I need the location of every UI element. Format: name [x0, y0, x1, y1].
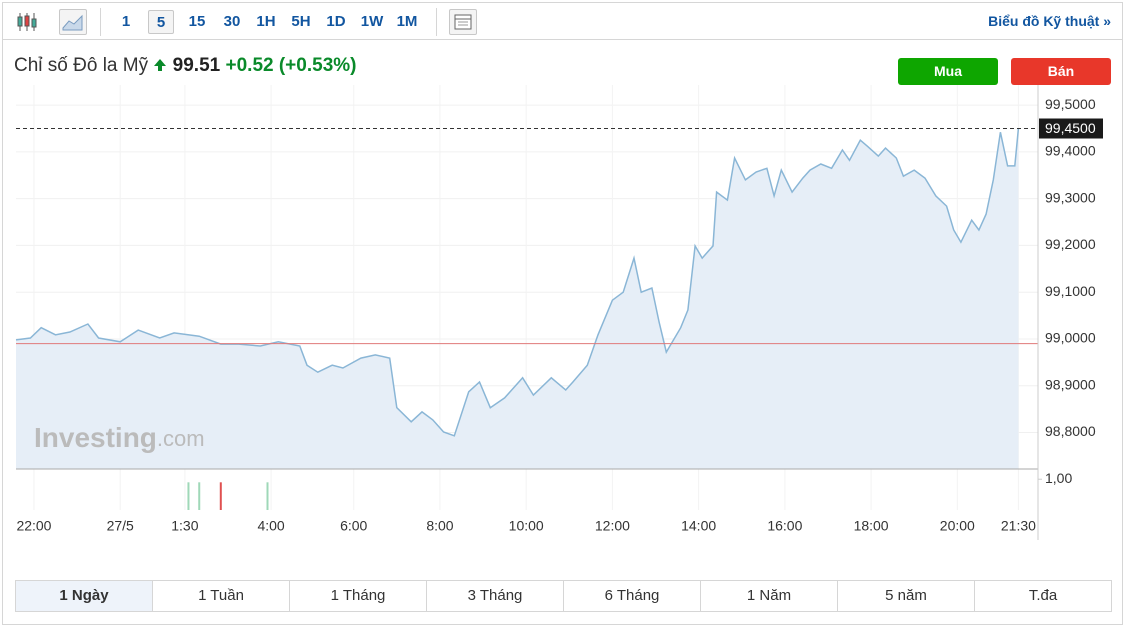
x-tick-label: 10:00: [509, 518, 544, 534]
watermark-brand: Investing: [34, 422, 157, 453]
volume-bar: [219, 482, 222, 510]
interval-button[interactable]: 5H: [291, 13, 311, 30]
watermark: Investing.com: [34, 422, 205, 453]
volume-bar: [198, 482, 201, 510]
x-tick-label: 27/5: [107, 518, 134, 534]
price: 99.51: [172, 55, 221, 76]
interval-button[interactable]: 15: [188, 13, 206, 30]
up-arrow: [154, 59, 167, 71]
interval-button[interactable]: 1W: [360, 13, 384, 30]
y-tick-label: 99,0000: [1045, 330, 1096, 346]
x-tick-label: 8:00: [426, 518, 453, 534]
interval-button[interactable]: 1M: [396, 13, 418, 30]
volume-bar: [266, 482, 269, 510]
range-tab[interactable]: 3 Tháng: [427, 581, 564, 611]
buy-button[interactable]: Mua: [898, 58, 998, 85]
x-tick-label: 6:00: [340, 518, 367, 534]
instrument-header: Chỉ số Đô la Mỹ 99.51 +0.52 (+0.53%): [14, 55, 356, 77]
area-icon[interactable]: [59, 9, 87, 35]
x-tick-label: 18:00: [854, 518, 889, 534]
range-tabs: 1 Ngày 1 Tuần 1 Tháng 3 Tháng 6 Tháng 1 Năm 5 …: [15, 580, 1112, 612]
interval-button[interactable]: 1: [121, 13, 131, 30]
range-tab[interactable]: T.đa: [1028, 587, 1058, 604]
chart: Investing.com 99,5000 99,4000 99,3000 99,20…: [15, 85, 1103, 540]
instrument-name: Chỉ số Đô la Mỹ: [14, 55, 149, 76]
last-price-box: [1039, 118, 1103, 139]
x-tick-label: 20:00: [940, 518, 975, 534]
y-tick-label: 98,9000: [1045, 376, 1096, 392]
x-tick-label: 22:00: [16, 518, 51, 534]
volume-tick-label: 1,00: [1045, 470, 1072, 486]
y-tick-label: 99,5000: [1045, 96, 1096, 112]
x-tick-label: 12:00: [595, 518, 630, 534]
interval-button[interactable]: 1D: [326, 13, 346, 30]
separator: [100, 8, 101, 36]
x-tick-label: 1:30: [171, 518, 198, 534]
interval-button[interactable]: 1H: [256, 13, 276, 30]
y-tick-label: 99,3000: [1045, 189, 1096, 205]
range-tab[interactable]: 5 năm: [838, 581, 975, 611]
change-pct: (+0.53%): [278, 55, 357, 76]
toolbar: Biểu đồ Kỹ thuật » 1 5 15 30 1H 5H 1D 1W 1M: [2, 2, 1123, 40]
range-tab[interactable]: 6 Tháng: [564, 581, 701, 611]
range-tab[interactable]: 1 Năm: [701, 581, 838, 611]
volume-bar: [187, 482, 190, 510]
range-tab[interactable]: 1 Tháng: [290, 581, 427, 611]
x-tick-label: 4:00: [257, 518, 284, 534]
y-tick-label: 98,8000: [1045, 423, 1096, 439]
area: [16, 128, 1019, 469]
range-tab[interactable]: 1 Ngày: [16, 581, 153, 611]
technical-chart-link[interactable]: Biểu đồ Kỹ thuật »: [988, 13, 1111, 29]
y-tick-label: 99,1000: [1045, 283, 1096, 299]
sell-button[interactable]: Bán: [1011, 58, 1111, 85]
watermark-suffix: .com: [157, 426, 205, 451]
interval-button[interactable]: 5: [148, 10, 174, 34]
interval-button[interactable]: 30: [223, 13, 241, 30]
x-tick-label: 14:00: [681, 518, 716, 534]
x-tick-label: 21:30: [1001, 518, 1036, 534]
x-tick-label: 16:00: [767, 518, 802, 534]
separator: [436, 8, 437, 36]
last-price-label: 99,4500: [1045, 120, 1096, 136]
indicator-icon[interactable]: [449, 9, 477, 35]
y-tick-label: 99,2000: [1045, 236, 1096, 252]
change: +0.52: [225, 55, 274, 76]
y-tick-label: 99,4000: [1045, 143, 1096, 159]
range-tab[interactable]: 1 Tuần: [153, 581, 290, 611]
candle-icon[interactable]: [16, 11, 38, 33]
